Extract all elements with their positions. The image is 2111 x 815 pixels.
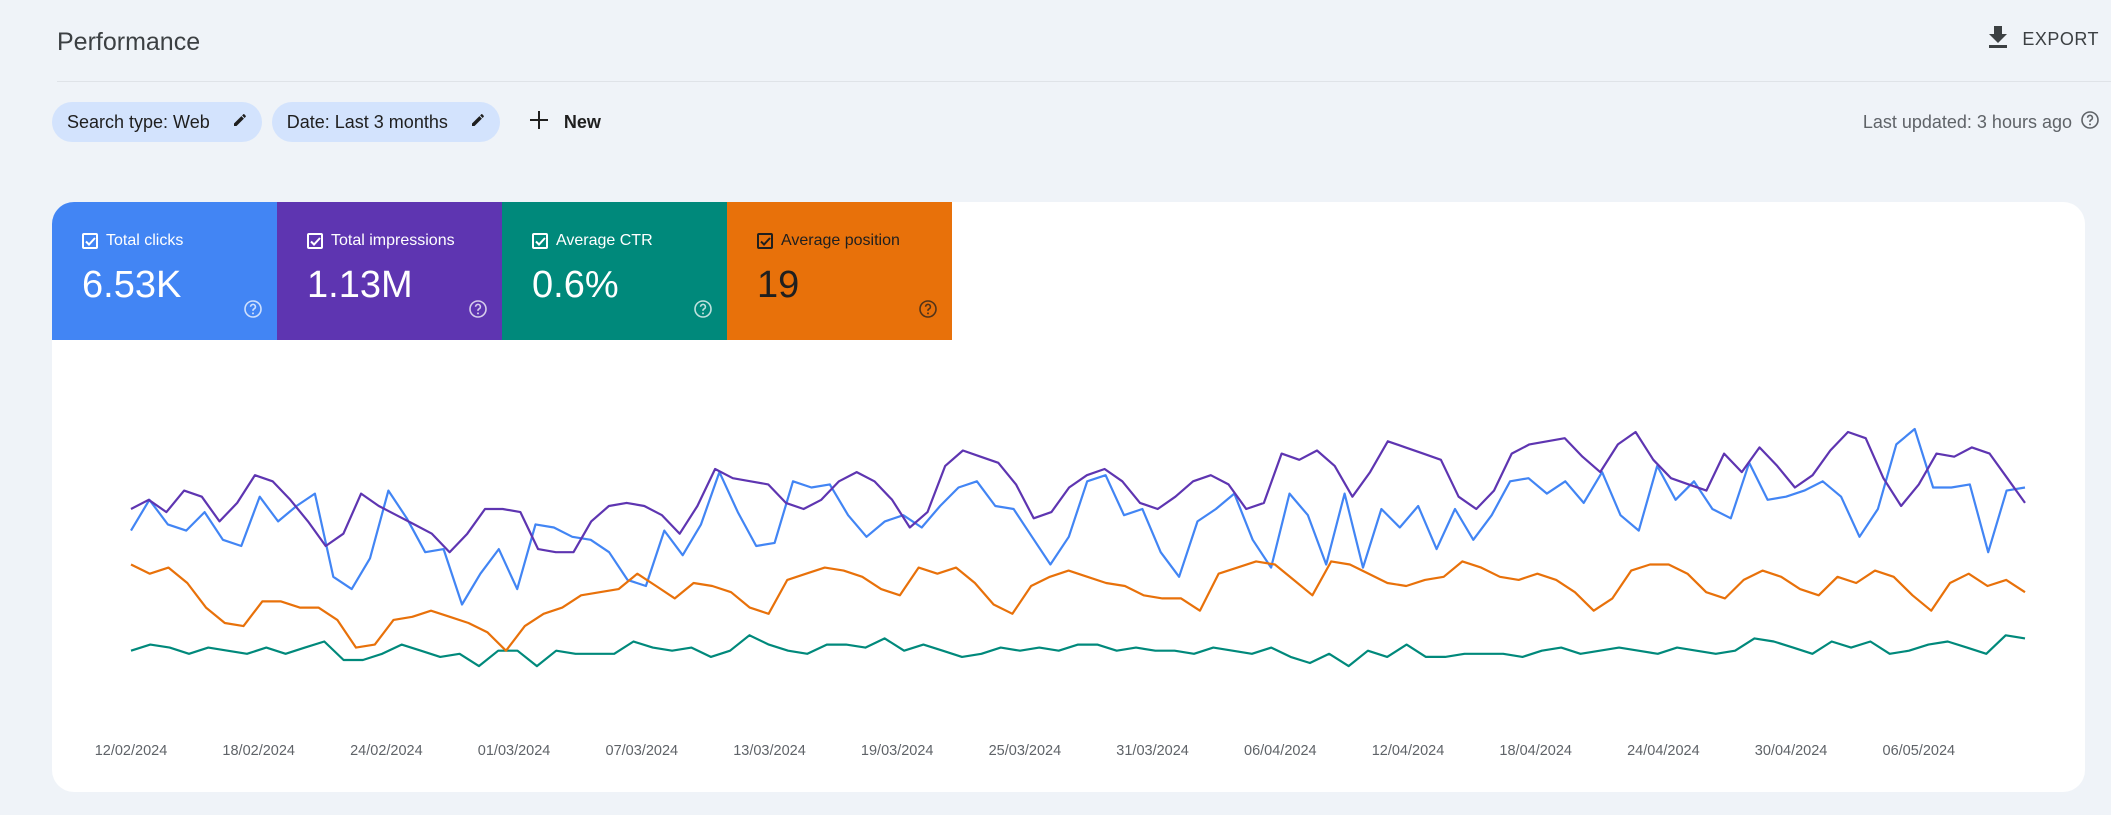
metric-tile-header: Average position	[757, 232, 900, 250]
x-axis-tick-label: 30/04/2024	[1755, 743, 1828, 759]
series-line-total-impressions	[130, 430, 2026, 554]
checkbox-checked-icon[interactable]	[757, 233, 773, 249]
export-label: EXPORT	[2022, 29, 2099, 49]
x-axis-tick-label: 24/04/2024	[1627, 743, 1700, 759]
x-axis-tick-label: 18/02/2024	[222, 743, 295, 759]
x-axis-tick-label: 25/03/2024	[989, 743, 1062, 759]
metric-tiles: Total clicks 6.53K Total impressions 1.1…	[52, 202, 952, 340]
edit-pencil-icon[interactable]	[470, 112, 486, 133]
metric-tile-header: Average CTR	[532, 232, 653, 250]
x-axis-tick-label: 06/05/2024	[1883, 743, 1956, 759]
plus-icon	[529, 110, 548, 134]
metric-label: Average position	[781, 232, 900, 249]
metric-tile-average-ctr[interactable]: Average CTR 0.6%	[502, 202, 727, 340]
search-type-filter-label: Search type: Web	[67, 111, 210, 132]
x-axis-tick-label: 01/03/2024	[478, 743, 551, 759]
metric-label: Average CTR	[556, 232, 653, 249]
help-icon[interactable]	[693, 299, 713, 324]
series-line-average-ctr	[130, 634, 2026, 668]
series-line-total-clicks	[130, 427, 2026, 606]
x-axis-tick-label: 19/03/2024	[861, 743, 934, 759]
checkbox-checked-icon[interactable]	[82, 233, 98, 249]
x-axis-tick-label: 13/03/2024	[733, 743, 806, 759]
help-icon[interactable]	[918, 299, 938, 324]
x-axis-tick-label: 07/03/2024	[606, 743, 679, 759]
metric-label: Total impressions	[331, 232, 455, 249]
search-type-filter-chip[interactable]: Search type: Web	[52, 102, 262, 142]
metric-tile-average-position[interactable]: Average position 19	[727, 202, 952, 340]
x-axis-tick-label: 31/03/2024	[1116, 743, 1189, 759]
page-title: Performance	[57, 28, 201, 56]
x-axis-tick-label: 24/02/2024	[350, 743, 423, 759]
new-filter-button[interactable]: New	[522, 110, 609, 134]
checkbox-checked-icon[interactable]	[307, 233, 323, 249]
x-axis-tick-label: 12/02/2024	[95, 743, 168, 759]
checkbox-checked-icon[interactable]	[532, 233, 548, 249]
last-updated: Last updated: 3 hours ago	[1863, 110, 2100, 135]
edit-pencil-icon[interactable]	[232, 112, 248, 133]
help-icon[interactable]	[243, 299, 263, 324]
metric-value: 1.13M	[307, 264, 413, 306]
date-filter-chip[interactable]: Date: Last 3 months	[271, 102, 500, 142]
help-icon[interactable]	[2080, 110, 2100, 135]
metric-label: Total clicks	[106, 232, 184, 249]
new-filter-label: New	[563, 111, 601, 132]
x-axis-tick-label: 12/04/2024	[1372, 743, 1445, 759]
export-button[interactable]: EXPORT	[1988, 26, 2099, 53]
download-icon	[1988, 26, 2008, 53]
help-icon[interactable]	[468, 299, 488, 324]
filter-bar: Search type: Web Date: Last 3 months New	[52, 102, 609, 142]
metric-value: 0.6%	[532, 264, 619, 306]
metric-value: 19	[757, 264, 800, 306]
last-updated-text: Last updated: 3 hours ago	[1862, 112, 2072, 132]
metric-tile-total-clicks[interactable]: Total clicks 6.53K	[52, 202, 277, 340]
metric-tile-header: Total impressions	[307, 232, 455, 250]
metric-value: 6.53K	[82, 264, 182, 306]
performance-chart: 12/02/2024 18/02/2024 24/02/2024 01/03/2024…	[95, 427, 2026, 759]
x-axis-tick-label: 18/04/2024	[1499, 743, 1572, 759]
metric-tile-header: Total clicks	[82, 232, 183, 250]
metric-tile-total-impressions[interactable]: Total impressions 1.13M	[277, 202, 502, 340]
performance-card: 12/02/2024 18/02/2024 24/02/2024 01/03/2024…	[52, 202, 2085, 792]
date-filter-label: Date: Last 3 months	[286, 111, 448, 132]
x-axis-tick-label: 06/04/2024	[1244, 743, 1317, 759]
header-divider	[57, 81, 2111, 82]
series-line-average-position	[130, 560, 2026, 652]
